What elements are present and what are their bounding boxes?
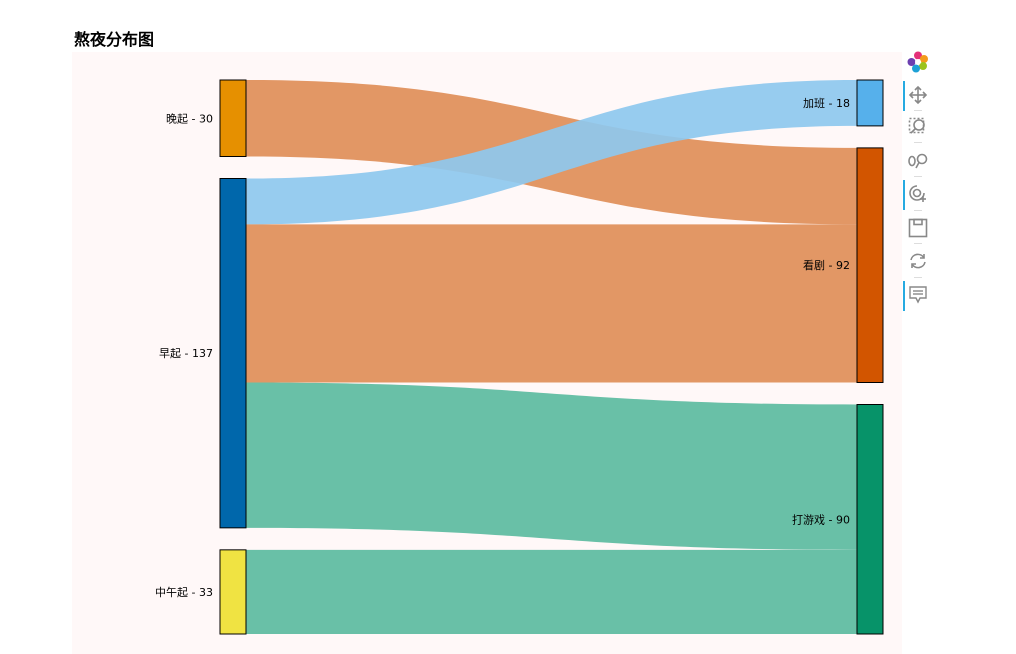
node-label-加班: 加班 - 18 xyxy=(803,97,850,110)
bokeh-logo-icon[interactable] xyxy=(906,50,930,74)
box-zoom-icon[interactable] xyxy=(906,115,930,139)
reset-icon[interactable] xyxy=(906,249,930,273)
node-加班[interactable] xyxy=(856,79,884,127)
node-打游戏[interactable] xyxy=(856,404,884,635)
chart-title: 熬夜分布图 xyxy=(74,30,155,49)
link-早起-加班[interactable] xyxy=(246,80,857,225)
node-看剧[interactable] xyxy=(856,147,884,383)
node-中午起[interactable] xyxy=(219,549,247,635)
link-中午起-打游戏[interactable] xyxy=(246,549,857,634)
link-早起-打游戏[interactable] xyxy=(246,382,857,550)
node-label-中午起: 中午起 - 33 xyxy=(155,586,213,599)
node-label-早起: 早起 - 137 xyxy=(159,347,213,360)
node-晚起[interactable] xyxy=(219,79,247,157)
node-label-看剧: 看剧 - 92 xyxy=(803,258,850,272)
node-label-打游戏: 打游戏 - 90 xyxy=(792,512,850,526)
save-icon[interactable] xyxy=(906,216,930,240)
pan-icon[interactable] xyxy=(903,81,930,111)
link-早起-看剧[interactable] xyxy=(246,224,857,383)
tap-icon[interactable] xyxy=(903,180,930,210)
node-早起[interactable] xyxy=(219,178,247,529)
hover-icon[interactable] xyxy=(903,281,930,311)
wheel-zoom-icon[interactable] xyxy=(906,149,930,173)
node-label-晚起: 晚起 - 30 xyxy=(166,112,213,125)
